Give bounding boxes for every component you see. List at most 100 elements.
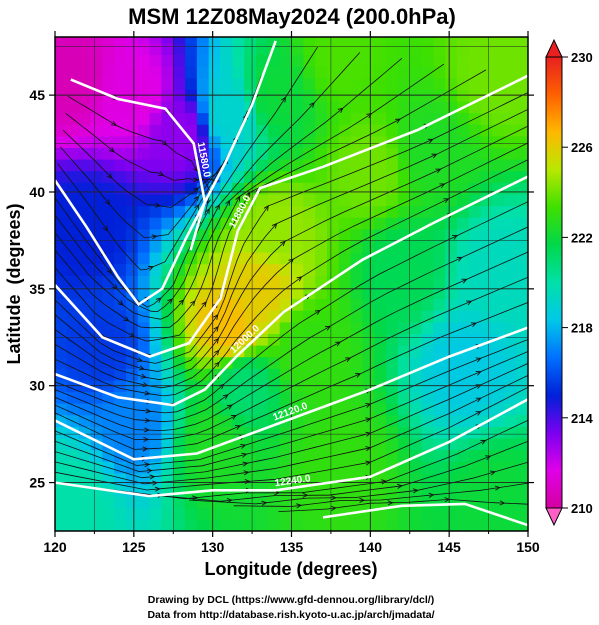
field-cell [327,182,340,195]
field-cell [90,449,103,462]
field-cell [516,263,528,276]
field-cell [102,507,115,520]
field-cell [244,275,257,288]
field-cell [244,240,257,253]
field-cell [516,112,528,125]
field-cell [66,321,80,334]
field-cell [504,217,517,230]
field-cell [492,170,505,183]
field-cell [516,286,528,300]
field-cell [149,112,162,125]
field-cell [350,449,363,462]
field-cell [362,391,375,404]
field-cell [161,298,174,311]
field-cell [279,275,293,288]
field-cell [55,112,68,125]
field-cell [350,54,363,67]
field-cell [256,298,269,311]
field-cell [338,461,352,474]
field-cell [102,77,115,90]
field-cell [492,449,505,462]
field-cell [315,391,328,404]
field-cell [397,37,411,44]
field-cell [102,159,115,172]
field-cell [90,135,103,148]
field-cell [55,438,68,451]
streamline-arrow [366,113,373,119]
field-cell [397,135,411,148]
field-cell [504,426,517,439]
field-cell [256,135,269,148]
field-cell [350,217,363,230]
field-cell [279,507,293,520]
field-cell [126,182,139,195]
field-cell [362,345,375,358]
field-cell [338,252,352,265]
field-cell [397,205,411,218]
field-cell [504,391,517,404]
field-cell [90,356,103,369]
field-cell [66,310,80,323]
field-cell [480,345,494,358]
field-cell [267,519,281,531]
field-cell [468,205,482,218]
field-cell [126,321,139,334]
field-cell [78,54,92,67]
field-cell [114,182,127,195]
field-cell [291,507,304,520]
field-cell [397,112,411,125]
field-cell [386,449,399,462]
chart-title: MSM 12Z08May2024 (200.0hPa) [128,4,456,29]
field-cell [149,403,162,416]
field-cell [55,124,68,137]
field-cell [327,124,340,137]
field-cell [433,77,446,90]
field-cell [126,37,139,44]
field-cell [185,472,198,486]
field-cell [137,66,151,79]
field-cell [480,472,494,486]
field-cell [480,484,494,497]
field-cell [66,240,80,253]
field-cell [303,496,316,509]
field-cell [78,135,92,148]
field-cell [303,124,316,137]
field-cell [516,66,528,79]
field-cell [362,310,375,323]
field-cell [256,507,269,520]
field-cell [137,414,151,427]
field-cell [114,77,127,90]
field-cell [516,124,528,137]
field-cell [161,217,174,230]
field-cell [303,368,316,381]
field-cell [78,298,92,311]
field-cell [468,170,482,183]
field-cell [102,217,115,230]
field-cell [244,228,257,241]
field-cell [480,66,494,79]
field-cell [126,42,139,55]
field-cell [220,507,233,520]
streamline-arrow [192,495,198,501]
field-cell [303,449,316,462]
field-cell [445,228,458,241]
field-cell [433,391,446,404]
streamline-arrow [102,225,109,232]
field-cell [196,42,210,55]
field-cell [303,298,316,311]
field-cell [149,77,162,90]
field-cell [196,147,210,160]
field-cell [161,414,174,427]
field-cell [468,438,482,451]
field-cell [327,37,340,44]
streamline-arrow [144,417,151,423]
field-cell [327,484,340,497]
field-cell [208,42,222,55]
streamline-arrow [325,325,331,331]
field-cell [196,77,210,90]
field-cell [492,263,505,276]
field-cell [468,461,482,474]
field-cell [327,496,340,509]
field-cell [303,263,316,276]
field-cell [244,170,257,183]
